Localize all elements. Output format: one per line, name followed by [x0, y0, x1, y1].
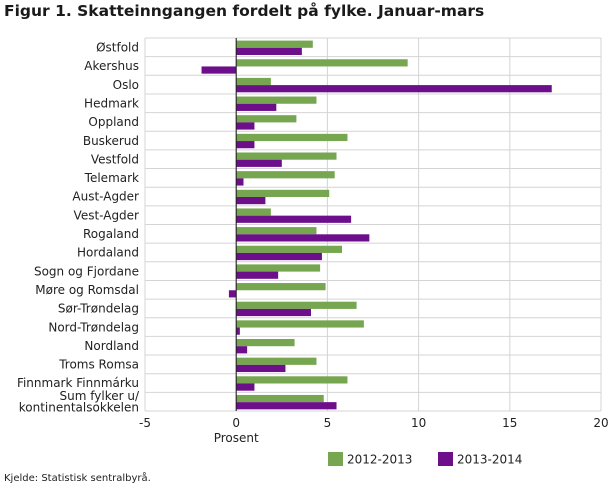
bar-series1 — [236, 171, 335, 179]
category-label: Buskerud — [83, 134, 139, 148]
bar-series2 — [236, 327, 240, 335]
bar-series2 — [201, 66, 237, 74]
category-label: Nordland — [84, 339, 139, 353]
bar-series1 — [236, 133, 348, 142]
legend: 2012-2013 2013-2014 — [328, 452, 522, 467]
bar-series1 — [236, 115, 297, 123]
bar-series1 — [236, 189, 330, 197]
bar-series1 — [236, 40, 313, 48]
bars-layer — [201, 40, 552, 410]
legend-label: 2012-2013 — [347, 453, 412, 467]
bar-series1 — [236, 264, 321, 272]
x-tick-label: 10 — [411, 416, 426, 430]
labels-layer: Østfold Akershus Oslo Hedmark Oppland Buskeru… — [17, 41, 609, 445]
bar-series2 — [236, 85, 552, 93]
bar-series1 — [236, 320, 364, 328]
x-tick-label: 20 — [593, 416, 608, 430]
x-tick-label: 15 — [502, 416, 517, 430]
category-label: Vestfold — [91, 152, 139, 166]
category-label: Nord-Trøndelag — [48, 320, 139, 334]
category-label: Oppland — [88, 115, 139, 129]
bar-series2 — [236, 141, 255, 149]
bar-series2 — [236, 271, 279, 279]
bar-series1 — [236, 339, 295, 347]
bar-series2 — [236, 402, 337, 410]
bar-series1 — [236, 394, 324, 403]
bar-series2 — [236, 364, 286, 373]
category-label: Sum fylker u/ — [60, 389, 140, 403]
legend-label: 2013-2014 — [457, 453, 522, 467]
bar-series2 — [236, 383, 255, 391]
category-label: Sogn og Fjordane — [34, 264, 139, 278]
legend-swatch — [328, 452, 343, 466]
bar-series1 — [236, 227, 317, 235]
category-label: Vest-Agder — [74, 208, 140, 222]
category-label: Finnmark Finnmárku — [17, 376, 139, 390]
bar-series1 — [236, 357, 317, 365]
bar-series2 — [236, 103, 277, 111]
bar-series2 — [236, 178, 244, 186]
category-label: Møre og Romsdal — [35, 283, 139, 297]
grid-layer — [144, 37, 602, 412]
legend-swatch — [438, 452, 453, 466]
category-label: Hedmark — [84, 96, 139, 110]
bar-series1 — [236, 208, 271, 216]
chart-title: Figur 1. Skatteinngangen fordelt på fylk… — [4, 2, 485, 20]
bar-series2 — [236, 47, 302, 55]
category-label: Sør-Trøndelag — [58, 302, 139, 316]
x-tick-label: 0 — [232, 416, 240, 430]
bar-series1 — [236, 301, 357, 309]
category-label: kontinentalsokkelen — [19, 400, 139, 414]
category-label: Rogaland — [83, 227, 139, 241]
category-label: Akershus — [84, 59, 139, 73]
category-label: Hordaland — [77, 246, 139, 260]
bar-series2 — [228, 290, 237, 298]
bar-series2 — [236, 215, 352, 223]
category-label: Østfold — [96, 41, 139, 55]
bar-series2 — [236, 122, 255, 130]
category-label: Telemark — [84, 171, 139, 185]
category-label: Troms Romsa — [58, 358, 139, 372]
x-axis-label: Prosent — [214, 431, 259, 445]
bar-series2 — [236, 159, 282, 167]
bar-series2 — [236, 346, 248, 354]
bar-series2 — [236, 197, 266, 205]
bar-series1 — [236, 96, 317, 104]
bar-series1 — [236, 376, 348, 384]
bar-series1 — [236, 77, 271, 86]
x-tick-label: -5 — [139, 416, 151, 430]
bar-series1 — [236, 152, 337, 160]
source-note: Kjelde: Statistisk sentralbyrå. — [4, 473, 151, 484]
bar-series1 — [236, 245, 342, 253]
bar-series2 — [236, 252, 322, 261]
bar-series1 — [236, 59, 408, 67]
category-label: Aust-Agder — [72, 190, 139, 204]
bar-series2 — [236, 308, 311, 317]
bar-series2 — [236, 234, 370, 242]
category-label: Oslo — [113, 78, 139, 92]
bar-series1 — [236, 283, 326, 291]
x-tick-label: 5 — [324, 416, 332, 430]
